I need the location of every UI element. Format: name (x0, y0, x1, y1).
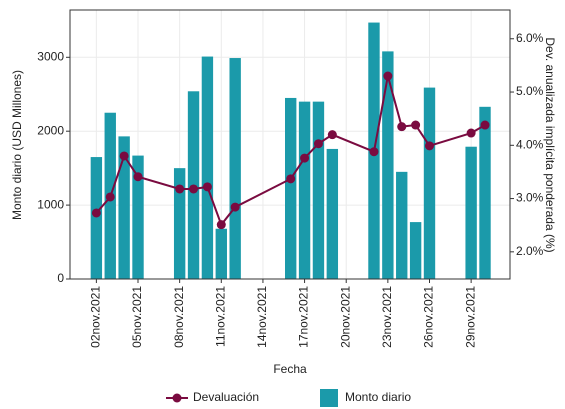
bar (285, 97, 297, 279)
bar (409, 222, 422, 279)
y-tick-label: 0 (57, 271, 64, 285)
bar (132, 155, 144, 279)
x-tick-label: 23nov.2021 (380, 286, 394, 348)
point (424, 141, 434, 151)
x-tick-label: 14nov.2021 (255, 286, 269, 348)
x-tick-label: 05nov.2021 (130, 286, 144, 348)
bar (215, 228, 227, 279)
y-axis-title: Monto diario (USD Millones) (10, 70, 24, 220)
x-tick-label: 08nov.2021 (172, 286, 186, 348)
bar (118, 136, 130, 279)
bar (396, 171, 408, 279)
point (105, 192, 115, 202)
point (300, 153, 310, 163)
point (466, 128, 476, 138)
bar (229, 58, 241, 280)
bar (479, 106, 491, 279)
point (383, 71, 393, 81)
x-tick-label: 17nov.2021 (297, 286, 311, 348)
point (313, 139, 323, 149)
bar (423, 87, 436, 279)
point (119, 151, 129, 161)
y-tick-label: 1000 (37, 197, 64, 211)
legend-label: Monto diario (345, 390, 411, 404)
y2-tick-label: 3.0% (516, 191, 544, 205)
point (397, 122, 407, 132)
legend-swatch (320, 389, 338, 407)
y2-tick-label: 4.0% (516, 137, 544, 151)
point (175, 184, 185, 194)
x-tick-label: 26nov.2021 (422, 286, 436, 348)
point (133, 172, 143, 182)
y2-tick-label: 2.0% (516, 244, 544, 258)
point (202, 182, 212, 192)
point (189, 184, 199, 194)
point (216, 220, 226, 230)
y2-axis-title: Dev. anualizada implícita ponderada (%) (543, 37, 557, 252)
bar (465, 146, 477, 279)
bar (298, 101, 311, 279)
legend-label: Devaluación (193, 390, 259, 404)
bar (382, 51, 394, 280)
x-tick-label: 20nov.2021 (338, 286, 352, 348)
point (327, 130, 337, 140)
legend-marker (172, 393, 182, 403)
point (480, 120, 490, 130)
x-tick-label: 29nov.2021 (463, 286, 477, 348)
bar (90, 157, 103, 279)
x-tick-label: 02nov.2021 (89, 286, 103, 348)
point (91, 208, 101, 218)
point (369, 147, 379, 157)
x-tick-label: 11nov.2021 (213, 286, 227, 347)
plot-frame (69, 9, 511, 280)
bar (312, 101, 325, 279)
point (411, 120, 421, 130)
bar (173, 168, 186, 279)
y-tick-label: 2000 (37, 123, 64, 137)
y-tick-label: 3000 (37, 49, 64, 63)
point (286, 174, 296, 184)
y2-tick-label: 5.0% (516, 84, 544, 98)
y2-tick-label: 6.0% (516, 31, 544, 45)
bar (326, 148, 339, 279)
point (230, 202, 240, 212)
x-axis-title: Fecha (273, 362, 307, 376)
bar (201, 56, 214, 279)
